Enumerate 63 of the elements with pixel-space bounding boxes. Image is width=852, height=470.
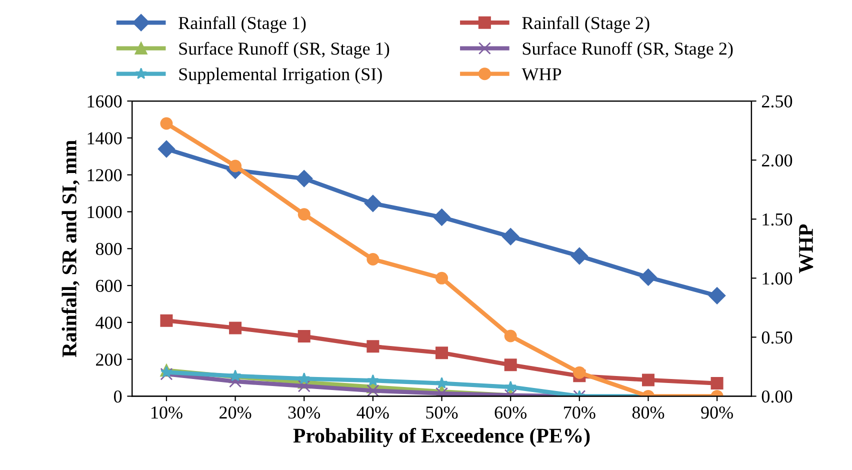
y2-tick-label: 0.50 — [762, 331, 792, 344]
point — [504, 358, 517, 372]
point — [436, 272, 448, 284]
point — [640, 268, 657, 286]
y-tick-label: 0 — [114, 390, 122, 403]
x-tick-label: 70% — [564, 406, 596, 419]
point — [366, 374, 379, 386]
point — [436, 377, 448, 388]
x-tick-label: 10% — [152, 406, 182, 419]
point — [504, 380, 517, 392]
point — [160, 314, 173, 327]
legend-label: WHP — [522, 68, 562, 80]
y2-axis-title: WHP — [799, 224, 814, 274]
point — [298, 372, 310, 384]
y-tick-label: 200 — [96, 354, 122, 366]
x-tick-label: 50% — [426, 406, 458, 419]
point — [364, 194, 382, 212]
y2-tick-label: 0.00 — [762, 390, 792, 403]
point — [158, 140, 176, 158]
y2-tick-label: 2.00 — [762, 154, 792, 167]
point — [710, 377, 724, 390]
y2-tick-label: 1.00 — [762, 272, 792, 285]
point — [433, 208, 450, 226]
y2-tick-label: 2.50 — [762, 95, 792, 108]
legend-label: Rainfall (Stage 2) — [522, 16, 650, 33]
point — [570, 247, 588, 265]
point — [366, 340, 380, 353]
point — [298, 330, 310, 343]
point — [298, 380, 310, 392]
point — [436, 346, 448, 360]
y-tick-label: 800 — [96, 242, 122, 256]
point — [296, 170, 313, 188]
y2-tick-label: 1.50 — [762, 213, 792, 226]
y-tick-label: 400 — [96, 316, 122, 329]
legend-label: Supplemental Irrigation (SI) — [179, 68, 382, 84]
x-tick-label: 30% — [288, 406, 320, 419]
y-axis-title: Rainfall, SR and SI, mm — [62, 140, 80, 358]
point — [160, 117, 173, 130]
point — [366, 253, 380, 266]
point — [160, 368, 173, 380]
legend-label: Surface Runoff (SR, Stage 2) — [522, 42, 733, 58]
y-tick-label: 1400 — [88, 132, 122, 144]
point — [229, 322, 242, 334]
x-tick-label: 80% — [632, 406, 664, 419]
point — [502, 228, 520, 246]
point — [229, 160, 242, 172]
x-tick-label: 40% — [356, 406, 389, 419]
y-tick-label: 1000 — [88, 206, 122, 218]
point — [298, 208, 310, 221]
y-tick-label: 1600 — [88, 95, 122, 108]
point — [504, 330, 517, 342]
legend-label: Rainfall (Stage 1) — [178, 16, 306, 33]
y-tick-label: 600 — [96, 280, 122, 292]
y-tick-label: 1200 — [88, 169, 122, 182]
point — [573, 366, 586, 379]
x-tick-label: 90% — [701, 406, 733, 419]
point — [642, 374, 654, 386]
point — [708, 287, 726, 304]
x-tick-label: 60% — [494, 406, 527, 419]
legend-label: Surface Runoff (SR, Stage 1) — [179, 42, 390, 58]
x-tick-label: 20% — [220, 406, 252, 419]
point — [366, 384, 380, 396]
x-axis-title: Probability of Exceedence (PE%) — [293, 428, 590, 448]
